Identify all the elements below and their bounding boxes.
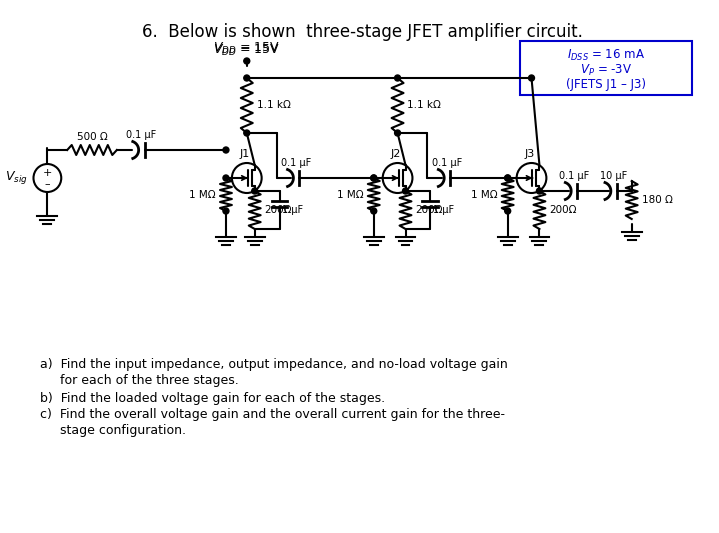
Text: c)  Find the overall voltage gain and the overall current gain for the three-: c) Find the overall voltage gain and the… bbox=[40, 408, 505, 421]
Text: 0.1 μF: 0.1 μF bbox=[281, 158, 311, 168]
FancyBboxPatch shape bbox=[520, 41, 692, 95]
Text: b)  Find the loaded voltage gain for each of the stages.: b) Find the loaded voltage gain for each… bbox=[40, 392, 385, 405]
Text: 200Ω: 200Ω bbox=[265, 205, 292, 215]
Circle shape bbox=[536, 188, 542, 194]
Text: –: – bbox=[45, 179, 50, 189]
Text: 0.1 μF: 0.1 μF bbox=[127, 130, 157, 140]
Circle shape bbox=[505, 208, 510, 214]
Text: stage configuration.: stage configuration. bbox=[40, 424, 186, 437]
Text: J3: J3 bbox=[524, 149, 535, 159]
Circle shape bbox=[403, 188, 408, 194]
Circle shape bbox=[395, 130, 400, 136]
Text: (JFETS J1 – J3): (JFETS J1 – J3) bbox=[566, 78, 646, 91]
Text: 0.1 μF: 0.1 μF bbox=[432, 158, 462, 168]
Circle shape bbox=[505, 175, 510, 181]
Text: 1.1 kΩ: 1.1 kΩ bbox=[257, 101, 290, 110]
Circle shape bbox=[223, 147, 229, 153]
Circle shape bbox=[371, 175, 377, 181]
Text: 180 Ω: 180 Ω bbox=[641, 195, 672, 205]
Circle shape bbox=[528, 75, 534, 81]
Text: $V_{sig}$: $V_{sig}$ bbox=[5, 169, 27, 187]
Text: +: + bbox=[42, 168, 52, 178]
Text: 1 MΩ: 1 MΩ bbox=[189, 190, 216, 199]
Circle shape bbox=[223, 208, 229, 214]
Text: J1: J1 bbox=[239, 149, 250, 159]
Text: 0.1 μF: 0.1 μF bbox=[559, 171, 590, 181]
Text: 1 μF: 1 μF bbox=[434, 205, 454, 215]
Circle shape bbox=[395, 75, 400, 81]
Text: 500 Ω: 500 Ω bbox=[77, 132, 107, 142]
Text: $V_P$ = -3V: $V_P$ = -3V bbox=[580, 63, 632, 78]
Text: $I_{DSS}$ = 16 mA: $I_{DSS}$ = 16 mA bbox=[567, 48, 645, 63]
Text: $V_{DD}$ = 15V: $V_{DD}$ = 15V bbox=[214, 43, 280, 58]
Text: a)  Find the input impedance, output impedance, and no-load voltage gain: a) Find the input impedance, output impe… bbox=[40, 358, 508, 371]
Text: 10 μF: 10 μF bbox=[600, 171, 628, 181]
Text: 200Ω: 200Ω bbox=[549, 205, 577, 215]
Text: 200Ω: 200Ω bbox=[416, 205, 443, 215]
Circle shape bbox=[505, 175, 510, 181]
Text: 1 μF: 1 μF bbox=[283, 205, 303, 215]
Circle shape bbox=[244, 58, 249, 64]
Text: for each of the three stages.: for each of the three stages. bbox=[40, 374, 239, 387]
Circle shape bbox=[244, 75, 249, 81]
Circle shape bbox=[223, 175, 229, 181]
Circle shape bbox=[252, 188, 257, 194]
Text: $V_{DD}$ = 15V: $V_{DD}$ = 15V bbox=[214, 41, 280, 56]
Text: 1 MΩ: 1 MΩ bbox=[471, 190, 498, 199]
Circle shape bbox=[371, 175, 377, 181]
Text: J2: J2 bbox=[390, 149, 400, 159]
Text: 1.1 kΩ: 1.1 kΩ bbox=[408, 101, 441, 110]
Text: 1 MΩ: 1 MΩ bbox=[337, 190, 364, 199]
Text: 6.  Below is shown  three-stage JFET amplifier circuit.: 6. Below is shown three-stage JFET ampli… bbox=[142, 23, 583, 41]
Circle shape bbox=[244, 130, 249, 136]
Circle shape bbox=[371, 208, 377, 214]
